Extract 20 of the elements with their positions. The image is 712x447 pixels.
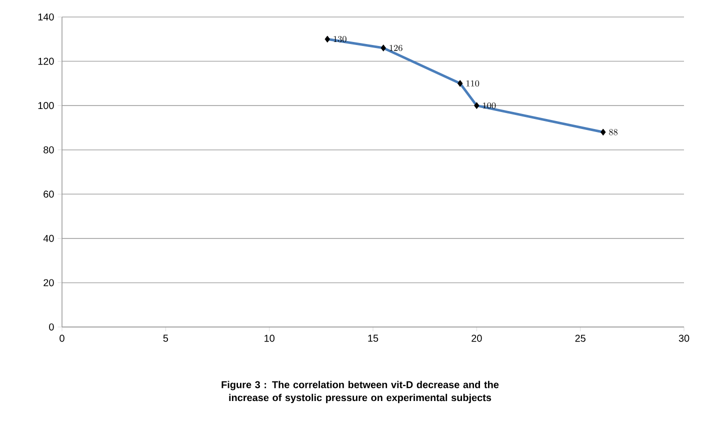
x-tick-label: 10 (264, 334, 274, 342)
data-label: 110 (466, 80, 480, 87)
y-tick-label: 60 (44, 190, 54, 198)
data-label: 126 (390, 44, 402, 52)
x-tick-label: 30 (678, 334, 690, 342)
x-tick-label: 0 (60, 334, 64, 342)
y-tick-label: 0 (49, 323, 54, 331)
x-tick-label: 15 (368, 334, 378, 342)
y-tick-label: 120 (38, 58, 54, 65)
y-tick-label: 140 (38, 13, 54, 21)
x-tick-label: 25 (575, 334, 586, 342)
text: Figure 3 : The correlation between vit-D decrease and the increase of systolic pressure on experimental subjects (222, 380, 499, 404)
y-tick-label: 20 (44, 279, 54, 286)
x-tick-label: 5 (163, 334, 168, 342)
y-tick-label: 40 (43, 234, 54, 242)
y-tick-label: 100 (38, 102, 54, 110)
y-tick-label: 80 (44, 146, 54, 154)
data-label: 100 (483, 102, 496, 109)
data-label: 88 (609, 129, 618, 136)
x-tick-label: 20 (472, 334, 482, 342)
